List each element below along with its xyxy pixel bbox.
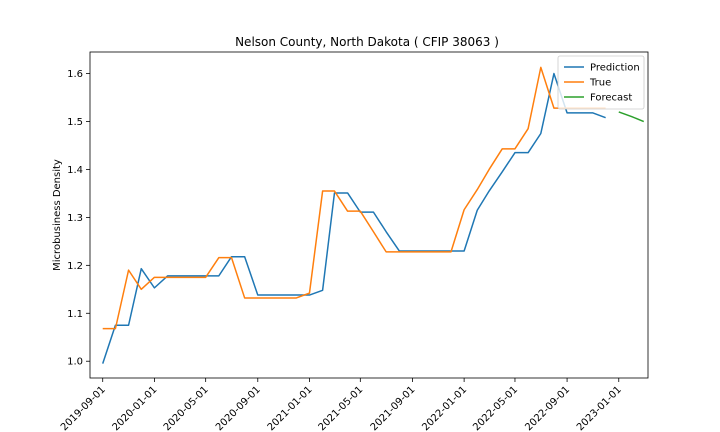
legend-label-forecast: Forecast xyxy=(590,93,632,104)
y-tick-label: 1.0 xyxy=(67,357,83,368)
legend: Prediction True Forecast xyxy=(557,55,645,110)
y-tick-label: 1.4 xyxy=(67,165,83,176)
series-line-true xyxy=(102,66,606,330)
y-tick-label: 1.3 xyxy=(67,213,83,224)
legend-label-true: True xyxy=(589,78,611,89)
plot-area-frame xyxy=(89,51,649,379)
y-axis: 1.0 1.1 1.2 1.3 1.4 1.5 1.6 xyxy=(67,69,90,368)
y-tick-label: 1.6 xyxy=(67,69,83,80)
y-tick-label: 1.5 xyxy=(67,117,83,128)
y-tick-label: 1.2 xyxy=(67,261,83,272)
legend-box xyxy=(557,55,645,110)
y-axis-label: Microbusiness Density xyxy=(52,159,63,271)
legend-label-prediction: Prediction xyxy=(590,63,640,74)
series-line-forecast xyxy=(618,111,645,123)
chart-title: Nelson County, North Dakota ( CFIP 38063… xyxy=(235,35,499,49)
series-line-prediction xyxy=(101,72,606,364)
series-layer xyxy=(101,66,645,364)
y-tick-label: 1.1 xyxy=(67,309,83,320)
